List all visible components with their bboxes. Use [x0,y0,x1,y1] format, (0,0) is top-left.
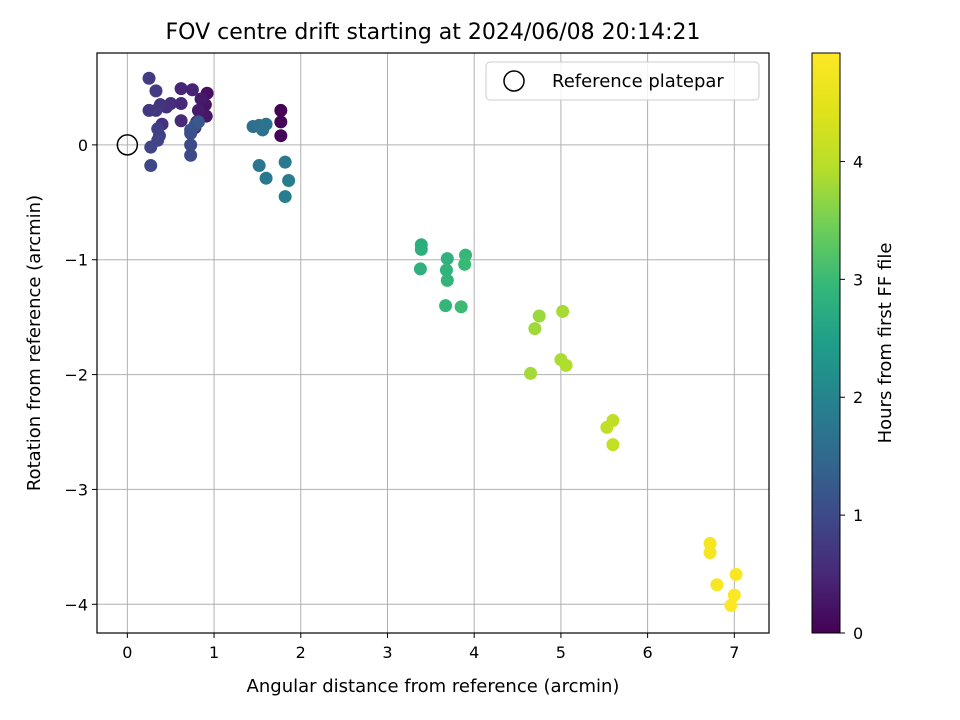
data-point [703,546,717,560]
data-point [174,82,188,96]
data-point [174,114,188,128]
x-tick-label: 3 [382,643,392,662]
data-point [440,273,454,287]
colorbar: 0 1 2 3 4 Hours from first FF file [811,52,896,643]
x-tick-label: 6 [643,643,653,662]
data-point [278,190,292,204]
data-point [724,598,738,612]
data-point [710,578,724,592]
data-point [413,262,427,276]
data-point [259,117,273,131]
data-point [184,148,198,162]
y-tick-label: −2 [64,366,88,385]
data-point [556,304,570,318]
colorbar-ticks: 0 1 2 3 4 [840,152,863,643]
data-point [144,140,158,154]
data-point [458,257,472,271]
data-point [174,97,188,111]
x-tick-label: 0 [122,643,132,662]
data-point [559,358,573,372]
data-point [532,309,546,323]
y-tick-label: −4 [64,595,88,614]
data-point [454,300,468,314]
colorbar-tick-label: 2 [853,388,863,407]
colorbar-gradient [811,52,841,634]
y-axis-ticks: 0 −1 −2 −3 −4 [64,136,97,614]
reference-marker [116,134,139,156]
data-point [727,588,741,602]
x-tick-label: 4 [469,643,479,662]
data-point [282,173,296,187]
data-point [191,115,205,129]
data-point [440,252,454,266]
data-point [142,103,156,117]
colorbar-tick-label: 4 [853,152,863,171]
data-point [439,263,453,277]
data-point [142,71,156,85]
data-point [144,159,158,173]
y-tick-label: −3 [64,480,88,499]
y-axis-label: Rotation from reference (arcmin) [24,195,45,491]
data-point [252,159,266,173]
chart-title: FOV centre drift starting at 2024/06/08 … [166,20,701,45]
data-point [729,567,743,581]
grid [97,53,769,633]
data-point [600,420,614,434]
data-point [528,322,542,336]
data-point [274,103,288,117]
data-point [185,83,199,97]
y-tick-label: 0 [78,136,88,155]
data-point [194,92,208,106]
colorbar-label: Hours from first FF file [875,243,896,444]
x-tick-label: 7 [729,643,739,662]
data-point [184,138,198,152]
y-tick-label: −1 [64,251,88,270]
data-point [414,242,428,256]
data-point [149,84,163,98]
x-tick-label: 2 [296,643,306,662]
legend-label: Reference platepar [552,71,724,92]
legend-box [485,61,760,101]
colorbar-tick-label: 0 [853,624,863,643]
colorbar-tick-label: 3 [853,270,863,289]
legend-reference-marker [503,70,525,92]
x-axis-label: Angular distance from reference (arcmin) [247,676,620,697]
x-axis-ticks: 0 1 2 3 4 5 6 7 [122,633,739,662]
data-point [606,438,620,452]
data-point [274,115,288,129]
data-point [439,299,453,313]
data-points [142,71,743,612]
data-point [274,129,288,143]
data-point [259,171,273,185]
x-tick-label: 1 [209,643,219,662]
data-point [191,103,205,117]
colorbar-tick-label: 1 [853,506,863,525]
plot-frame [96,52,770,634]
data-point [278,155,292,169]
x-tick-label: 5 [556,643,566,662]
reference-point [116,134,139,156]
data-point [703,536,717,550]
data-point [524,366,538,380]
legend: Reference platepar [485,61,760,101]
